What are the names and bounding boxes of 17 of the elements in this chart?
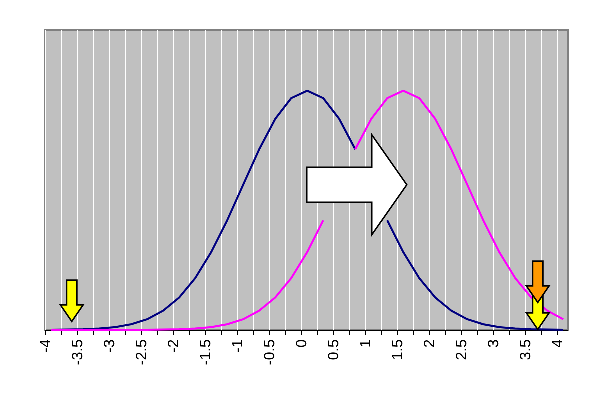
x-tick-label: 1.5 [390,340,407,360]
x-tick-label: -1.5 [198,340,215,366]
x-tick-label: 4 [550,340,567,348]
x-tick-label: 0 [294,340,311,348]
x-tick-label: 2.5 [454,340,471,360]
x-tick-label: 1 [358,340,375,348]
x-tick-label: 0.5 [326,340,343,360]
x-tick-label: -2 [166,340,183,353]
x-tick-label: -3.5 [70,340,87,366]
x-tick-label: -3 [102,340,119,353]
x-tick-label: -2.5 [134,340,151,366]
x-tick-label: -4 [38,340,54,353]
x-tick-label: -1 [230,340,247,353]
x-tick-label: -0.5 [262,340,279,366]
x-tick-label: 2 [422,340,439,348]
x-tick-label: 3 [486,340,503,348]
x-tick-label: 3.5 [518,340,535,360]
